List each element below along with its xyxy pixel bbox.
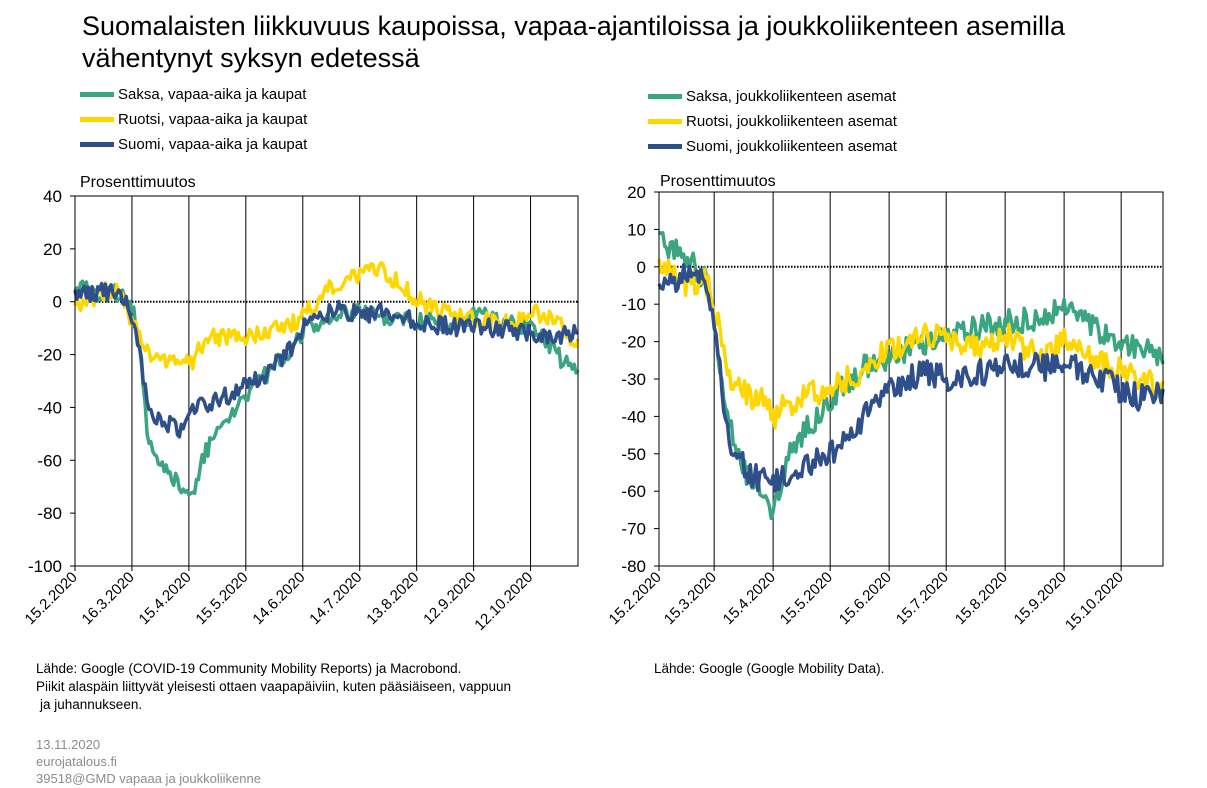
note-line: ja juhannukseen. (40, 697, 143, 712)
legend-label: Ruotsi, vapaa-aika ja kaupat (118, 111, 308, 128)
x-tick-label: 15.5.2020 (192, 569, 251, 628)
x-tick-label: 15.5.2020 (777, 569, 836, 628)
legend-label: Suomi, joukkoliikenteen asemat (686, 138, 897, 155)
x-tick-label: 12.10.2020 (471, 569, 536, 634)
footer: 13.11.2020 eurojatalous.fi 39518@GMD vap… (36, 736, 261, 787)
footer-site: eurojatalous.fi (36, 754, 117, 769)
legend-label: Suomi, vapaa-aika ja kaupat (118, 136, 308, 153)
x-tick-label: 16.3.2020 (79, 569, 138, 628)
legend-label: Saksa, vapaa-aika ja kaupat (118, 86, 307, 103)
y-tick-label: -70 (621, 520, 646, 539)
legend-item-germany-transit: Saksa, joukkoliikenteen asemat (648, 84, 897, 109)
y-tick-label: -80 (37, 504, 62, 523)
legend-swatch (80, 117, 114, 122)
legend-item-finland-retail: Suomi, vapaa-aika ja kaupat (80, 132, 307, 157)
y-tick-label: 20 (43, 240, 62, 259)
x-tick-label: 15.7.2020 (893, 569, 952, 628)
chart-title: Suomalaisten liikkuvuus kaupoissa, vapaa… (82, 11, 1066, 73)
y-tick-label: 10 (627, 220, 646, 239)
legend-left: Saksa, vapaa-aika ja kaupat Ruotsi, vapa… (80, 82, 307, 157)
x-tick-label: 12.9.2020 (420, 569, 479, 628)
legend-swatch (648, 94, 682, 99)
x-tick-label: 15.10.2020 (1062, 569, 1127, 634)
note-line: Piikit alaspäin liittyvät yleisesti otta… (36, 679, 512, 694)
x-tick-label: 14.6.2020 (249, 569, 308, 628)
x-tick-label: 15.3.2020 (661, 569, 720, 628)
axis-unit-label: Prosenttimuutos (660, 173, 776, 190)
legend-swatch (648, 144, 682, 149)
y-tick-label: -20 (37, 346, 62, 365)
x-tick-label: 13.8.2020 (363, 569, 422, 628)
x-tick-label: 15.9.2020 (1011, 569, 1070, 628)
source-line: Lähde: Google (COVID-19 Community Mobili… (36, 661, 462, 676)
legend-swatch (80, 142, 114, 147)
x-tick-label: 15.2.2020 (22, 569, 81, 628)
y-tick-label: 0 (53, 293, 62, 312)
series-line-2 (657, 258, 1165, 430)
y-tick-label: -10 (621, 295, 646, 314)
legend-label: Saksa, joukkoliikenteen asemat (686, 88, 897, 105)
y-tick-label: -100 (28, 557, 62, 576)
legend-right: Saksa, joukkoliikenteen asemat Ruotsi, j… (648, 84, 897, 159)
y-tick-label: -30 (621, 370, 646, 389)
series-line-1 (73, 279, 580, 497)
y-tick-label: -20 (621, 333, 646, 352)
legend-swatch (648, 119, 682, 124)
source-note-left: Lähde: Google (COVID-19 Community Mobili… (36, 660, 511, 714)
y-tick-label: -60 (621, 482, 646, 501)
y-tick-label: -40 (621, 407, 646, 426)
x-tick-label: 15.4.2020 (136, 569, 195, 628)
legend-label: Ruotsi, joukkoliikenteen asemat (686, 113, 897, 130)
plot-frame (74, 195, 579, 567)
legend-item-sweden-retail: Ruotsi, vapaa-aika ja kaupat (80, 107, 307, 132)
legend-item-germany-retail: Saksa, vapaa-aika ja kaupat (80, 82, 307, 107)
y-tick-label: -80 (621, 557, 646, 576)
footer-date: 13.11.2020 (36, 737, 101, 752)
x-tick-label: 15.8.2020 (952, 569, 1011, 628)
series-line-3 (657, 263, 1165, 493)
source-note-right: Lähde: Google (Google Mobility Data). (654, 661, 885, 676)
series-line-2 (73, 261, 580, 371)
y-tick-label: 20 (627, 183, 646, 202)
y-tick-label: -60 (37, 451, 62, 470)
axis-unit-label: Prosenttimuutos (80, 174, 196, 191)
x-tick-label: 14.7.2020 (306, 569, 365, 628)
legend-swatch (80, 92, 114, 97)
y-tick-label: 40 (43, 187, 62, 206)
x-tick-label: 15.6.2020 (836, 569, 895, 628)
legend-item-sweden-transit: Ruotsi, joukkoliikenteen asemat (648, 109, 897, 134)
y-tick-label: -40 (37, 398, 62, 417)
y-tick-label: 0 (637, 258, 646, 277)
footer-code: 39518@GMD vapaaa ja joukkoliikenne (36, 771, 261, 786)
x-tick-label: 15.4.2020 (720, 569, 779, 628)
x-tick-label: 15.2.2020 (606, 569, 665, 628)
legend-item-finland-transit: Suomi, joukkoliikenteen asemat (648, 134, 897, 159)
y-tick-label: -50 (621, 445, 646, 464)
series-line-3 (73, 281, 579, 439)
